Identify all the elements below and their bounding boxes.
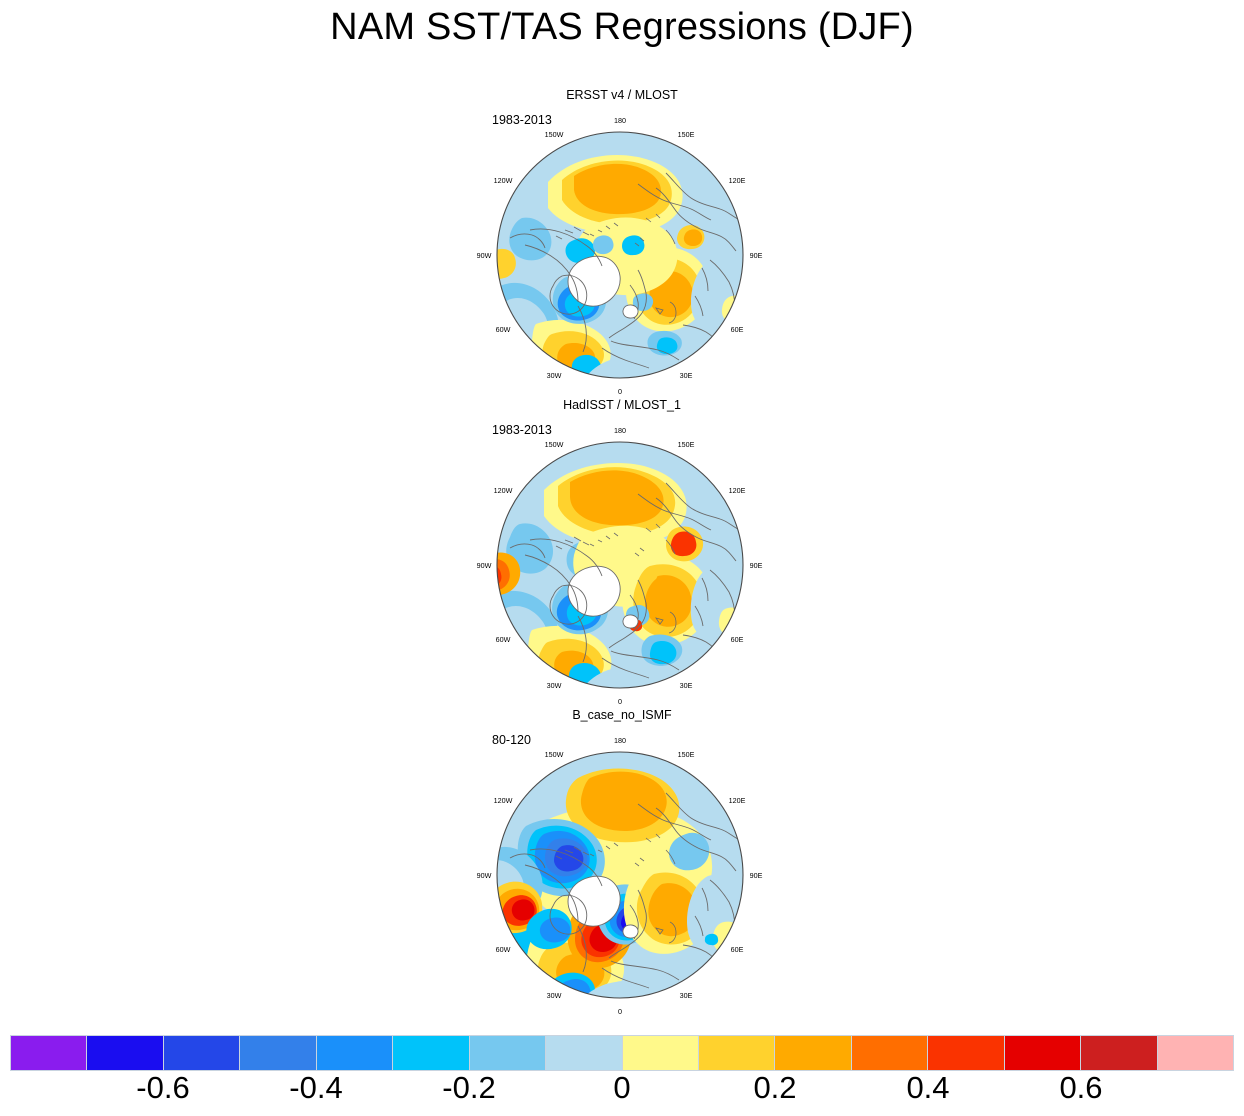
lon-label-30W: 30W	[547, 991, 562, 1000]
panel-title: HadISST / MLOST_1	[563, 398, 681, 412]
colorbar-cell	[850, 1036, 928, 1070]
panel-title: ERSST v4 / MLOST	[566, 88, 678, 102]
colorbar	[10, 1035, 1234, 1071]
lon-label-90W: 90W	[477, 251, 492, 260]
colorbar-tick-label: 0.4	[906, 1070, 950, 1105]
lon-label-30E: 30E	[680, 371, 693, 380]
lon-label-30W: 30W	[547, 371, 562, 380]
polar-map-svg: 180 150W 120W 90W 60W 30W 0 30E 60E 90E …	[477, 116, 763, 396]
colorbar-cell	[1003, 1036, 1081, 1070]
map-boundary-circle	[496, 441, 744, 689]
lon-label-60W: 60W	[496, 325, 511, 334]
lon-label-60W: 60W	[496, 635, 511, 644]
map-hadisst: 180 150W 120W 90W 60W 30W 0 30E 60E 90E …	[470, 420, 770, 710]
colorbar-tick-label: -0.6	[136, 1070, 190, 1105]
panel-ersst: ERSST v4 / MLOST 1983-2013	[0, 88, 1244, 398]
panel-bcase: B_case_no_ISMF 80-120	[0, 708, 1244, 1018]
lon-label-120W: 120W	[494, 176, 513, 185]
lon-label-90E: 90E	[750, 871, 763, 880]
map-field	[497, 132, 743, 378]
colorbar-tick-label: -0.4	[289, 1070, 343, 1105]
panel-period: 80-120	[492, 733, 531, 747]
lon-label-180: 180	[614, 116, 626, 125]
map-field	[497, 442, 743, 688]
lon-label-150W: 150W	[545, 130, 564, 139]
colorbar-cell	[1156, 1036, 1233, 1070]
panel-period: 1983-2013	[492, 423, 552, 437]
polar-map-svg: 180 150W 120W 90W 60W 30W 0 30E 60E 90E …	[477, 736, 763, 1016]
lon-label-120W: 120W	[494, 486, 513, 495]
colorbar-cell	[11, 1036, 87, 1070]
longitude-labels: 180 150W 120W 90W 60W 30W 0 30E 60E 90E …	[477, 426, 763, 706]
colorbar-cell	[468, 1036, 546, 1070]
colorbar-tick-label: 0.6	[1059, 1070, 1103, 1105]
lon-label-60E: 60E	[731, 945, 744, 954]
lon-label-60W: 60W	[496, 945, 511, 954]
map-ersst: 180 150W 120W 90W 60W 30W 0 30E 60E 90E …	[470, 110, 770, 400]
colorbar-cell	[315, 1036, 393, 1070]
lon-label-30E: 30E	[680, 681, 693, 690]
lon-label-30E: 30E	[680, 991, 693, 1000]
lon-label-0: 0	[618, 1007, 622, 1016]
lon-label-0: 0	[618, 697, 622, 706]
lon-label-120W: 120W	[494, 796, 513, 805]
lon-label-60E: 60E	[731, 635, 744, 644]
colorbar-tick-label: 0.2	[753, 1070, 797, 1105]
lon-label-0: 0	[618, 387, 622, 396]
colorbar-cell	[621, 1036, 698, 1070]
colorbar-cell	[392, 1036, 469, 1070]
lon-label-90W: 90W	[477, 561, 492, 570]
lon-label-90E: 90E	[750, 251, 763, 260]
colorbar-tick-label: 0	[613, 1070, 631, 1105]
map-bcase: 180 150W 120W 90W 60W 30W 0 30E 60E 90E …	[470, 730, 770, 1020]
panel-hadisst: HadISST / MLOST_1 1983-2013	[0, 398, 1244, 708]
colorbar-cell	[774, 1036, 851, 1070]
map-field	[497, 752, 743, 998]
lon-label-30W: 30W	[547, 681, 562, 690]
colorbar-tick-label: -0.2	[442, 1070, 496, 1105]
lon-label-60E: 60E	[731, 325, 744, 334]
lon-label-180: 180	[614, 426, 626, 435]
lon-label-180: 180	[614, 736, 626, 745]
colorbar-tick-labels: -0.6 -0.4 -0.2 0 0.2 0.4 0.6	[0, 1070, 1244, 1116]
lon-label-120E: 120E	[729, 796, 746, 805]
lon-label-90W: 90W	[477, 871, 492, 880]
colorbar-cell	[239, 1036, 316, 1070]
polar-map-svg: 180 150W 120W 90W 60W 30W 0 30E 60E 90E …	[477, 426, 763, 706]
colorbar-cell	[927, 1036, 1004, 1070]
panel-title: B_case_no_ISMF	[572, 708, 672, 722]
colorbar-cell	[1080, 1036, 1157, 1070]
longitude-labels: 180 150W 120W 90W 60W 30W 0 30E 60E 90E …	[477, 116, 763, 396]
colorbar-cell	[162, 1036, 240, 1070]
page-title: NAM SST/TAS Regressions (DJF)	[330, 6, 914, 48]
lon-label-150W: 150W	[545, 750, 564, 759]
map-boundary-circle	[496, 131, 744, 379]
colorbar-cell	[697, 1036, 775, 1070]
colorbar-cell	[86, 1036, 163, 1070]
lon-label-120E: 120E	[729, 176, 746, 185]
colorbar-cell	[545, 1036, 622, 1070]
lon-label-150E: 150E	[678, 750, 695, 759]
lon-label-90E: 90E	[750, 561, 763, 570]
lon-label-150W: 150W	[545, 440, 564, 449]
longitude-labels: 180 150W 120W 90W 60W 30W 0 30E 60E 90E …	[477, 736, 763, 1016]
map-boundary-circle	[496, 751, 744, 999]
lon-label-150E: 150E	[678, 130, 695, 139]
lon-label-120E: 120E	[729, 486, 746, 495]
panel-period: 1983-2013	[492, 113, 552, 127]
lon-label-150E: 150E	[678, 440, 695, 449]
